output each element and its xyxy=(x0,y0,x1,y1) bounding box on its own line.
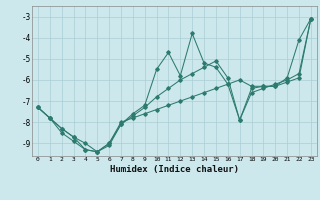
X-axis label: Humidex (Indice chaleur): Humidex (Indice chaleur) xyxy=(110,165,239,174)
